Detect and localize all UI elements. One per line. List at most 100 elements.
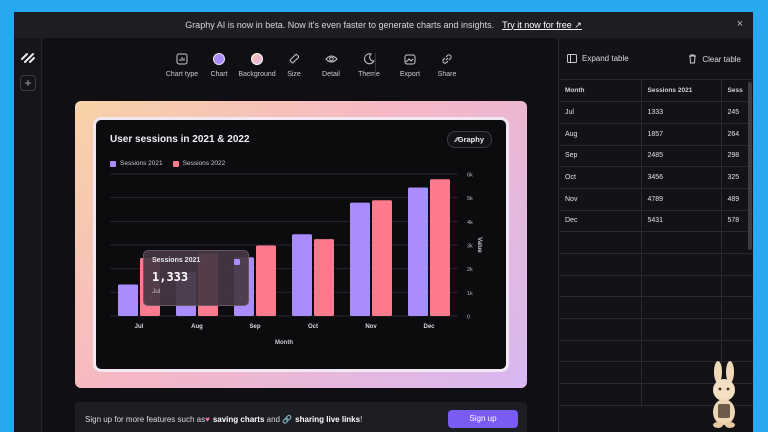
graphy-logo-icon[interactable]: [21, 52, 35, 64]
chart-toolbar: Chart type Chart Background Size Detail …: [42, 52, 558, 82]
x-tick-label: Jul: [135, 324, 144, 330]
trash-icon: [689, 54, 697, 64]
export-button[interactable]: Export: [388, 52, 432, 78]
moon-icon: [364, 53, 375, 65]
table-cell[interactable]: [641, 296, 722, 320]
banner-text: Graphy AI is now in beta. Now it's even …: [185, 20, 495, 30]
table-cell[interactable]: [721, 340, 753, 363]
table-cell[interactable]: 245: [721, 101, 753, 124]
legend-item-2021[interactable]: Sessions 2021: [110, 160, 163, 167]
table-cell[interactable]: 489: [721, 188, 753, 211]
table-scrollbar[interactable]: [748, 82, 752, 250]
table-cell[interactable]: [559, 296, 642, 320]
y-tick-label: 2k: [467, 267, 473, 273]
table-cell[interactable]: [721, 253, 753, 276]
chart-legend: Sessions 2021 Sessions 2022: [110, 160, 225, 167]
graphy-badge[interactable]: ⁄⁄Graphy: [447, 131, 492, 148]
signup-feature-sharing: sharing live links: [295, 414, 361, 424]
table-cell[interactable]: 264: [721, 123, 753, 146]
table-cell[interactable]: [559, 383, 642, 406]
table-cell[interactable]: Jul: [559, 101, 642, 124]
table-row: [559, 383, 753, 406]
legend-item-2022[interactable]: Sessions 2022: [172, 160, 225, 167]
table-cell[interactable]: 578: [721, 210, 753, 233]
tooltip-series: Sessions 2021: [152, 257, 201, 264]
table-cell[interactable]: 4789: [641, 188, 722, 211]
table-cell[interactable]: [559, 340, 642, 363]
table-cell[interactable]: [721, 296, 753, 320]
y-tick-label: 5k: [467, 196, 473, 202]
size-button[interactable]: Size: [272, 52, 316, 78]
beta-banner: Graphy AI is now in beta. Now it's even …: [14, 12, 753, 38]
table-cell[interactable]: 5431: [641, 210, 722, 233]
bar-oct-2021: [292, 234, 312, 316]
signup-bar: Sign up for more features such as ♥ savi…: [75, 402, 527, 432]
table-cell[interactable]: Nov: [559, 188, 642, 211]
add-chart-button[interactable]: +: [20, 75, 36, 91]
table-cell[interactable]: [559, 231, 642, 254]
bar-nov-2021: [350, 202, 370, 316]
table-cell[interactable]: [559, 275, 642, 298]
signup-text-pre: Sign up for more features such as: [85, 414, 206, 424]
bar-jul-2021: [118, 284, 138, 316]
expand-table-label: Expand table: [582, 54, 629, 63]
tooltip-category: Jul: [152, 288, 161, 295]
column-header[interactable]: Month: [559, 80, 642, 103]
table-cell[interactable]: [721, 231, 753, 254]
table-header-bar: Expand table Clear table: [559, 38, 753, 80]
editor-area: Chart type Chart Background Size Detail …: [42, 38, 558, 432]
table-cell[interactable]: Oct: [559, 166, 642, 189]
legend-swatch-2021: [110, 160, 116, 167]
bar-chart: 6k 5k 4k 3k 2k 1k 0 Jul Aug Sep Oct Nov Dec Month Valu…: [110, 173, 482, 346]
column-header[interactable]: Sess: [721, 80, 753, 103]
chart-card: User sessions in 2021 & 2022 ⁄⁄Graphy Se…: [93, 117, 509, 372]
table-cell[interactable]: 325: [721, 166, 753, 189]
table-cell[interactable]: 2485: [641, 145, 722, 168]
expand-table-button[interactable]: Expand table: [567, 54, 629, 63]
table-cell[interactable]: Sep: [559, 145, 642, 168]
table-cell[interactable]: Dec: [559, 210, 642, 233]
table-cell[interactable]: [641, 275, 722, 298]
table-cell[interactable]: 1857: [641, 123, 722, 146]
table-header-row: Month Sessions 2021 Sess: [559, 80, 753, 103]
table-cell[interactable]: [641, 253, 722, 276]
table-row: [559, 296, 753, 320]
table-cell[interactable]: [559, 318, 642, 341]
table-cell[interactable]: [721, 318, 753, 341]
column-header[interactable]: Sessions 2021: [641, 80, 722, 103]
share-label: Share: [437, 71, 457, 78]
export-image-icon: [404, 54, 416, 65]
size-label: Size: [287, 71, 301, 78]
share-button[interactable]: Share: [425, 52, 469, 78]
table-cell[interactable]: [721, 275, 753, 298]
chart-color-button[interactable]: Chart: [197, 52, 241, 78]
chart-type-label: Chart type: [165, 71, 199, 78]
try-free-link[interactable]: Try it now for free ↗: [502, 19, 582, 30]
table-cell[interactable]: [641, 318, 722, 341]
signup-button[interactable]: Sign up: [448, 410, 518, 428]
table-cell[interactable]: 298: [721, 145, 753, 168]
detail-button[interactable]: Detail: [309, 52, 353, 78]
x-tick-label: Sep: [249, 324, 260, 330]
chart-type-button[interactable]: Chart type: [160, 52, 204, 78]
y-axis-title: Value: [476, 237, 482, 253]
table-cell[interactable]: [641, 340, 722, 363]
table-cell[interactable]: [559, 361, 642, 385]
table-cell[interactable]: 1333: [641, 101, 722, 124]
bar-dec-2022: [430, 179, 450, 316]
table-row: [559, 253, 753, 276]
chart-label: Chart: [210, 71, 228, 78]
close-banner-button[interactable]: ×: [736, 18, 743, 30]
table-cell[interactable]: [641, 231, 722, 254]
table-cell[interactable]: [559, 253, 642, 276]
y-tick-label: 4k: [467, 220, 473, 226]
bar-sep-2022: [256, 245, 276, 316]
legend-label-2021: Sessions 2021: [120, 160, 163, 167]
graphy-badge-logo-icon: ⁄⁄: [455, 135, 458, 144]
ruler-icon: [289, 53, 300, 64]
table-cell[interactable]: Aug: [559, 123, 642, 146]
background-button[interactable]: Background: [235, 52, 279, 78]
table-cell[interactable]: 3456: [641, 166, 722, 189]
theme-button[interactable]: Theme: [347, 52, 391, 78]
clear-table-button[interactable]: Clear table: [688, 54, 741, 64]
